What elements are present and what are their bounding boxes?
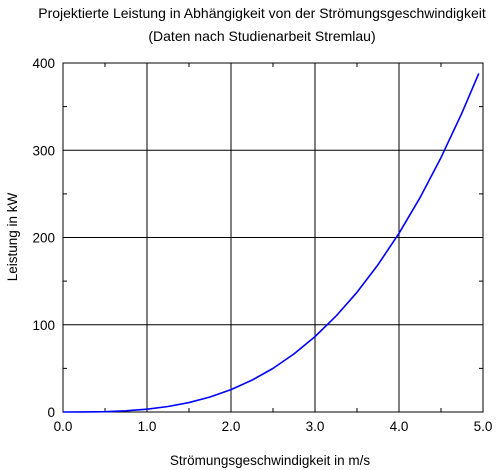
y-tick-label: 400 xyxy=(32,56,55,71)
y-tick-label: 300 xyxy=(32,143,55,158)
grid-lines xyxy=(63,63,483,412)
y-tick-labels: 0 100 200 300 400 xyxy=(32,56,55,420)
chart-title: Projektierte Leistung in Abhängigkeit vo… xyxy=(38,5,486,21)
y-tick-label: 0 xyxy=(47,405,55,420)
x-axis-label: Strömungsgeschwindigkeit in m/s xyxy=(170,453,371,468)
y-tick-label: 100 xyxy=(32,318,55,333)
minor-ticks xyxy=(63,63,483,412)
x-tick-label: 2.0 xyxy=(222,419,241,434)
x-tick-label: 5.0 xyxy=(474,419,493,434)
x-tick-labels: 0.0 1.0 2.0 3.0 4.0 5.0 xyxy=(54,419,493,434)
x-tick-label: 1.0 xyxy=(138,419,157,434)
series-group xyxy=(62,73,480,413)
y-tick-label: 200 xyxy=(32,231,55,246)
chart-subtitle: (Daten nach Studienarbeit Stremlau) xyxy=(148,28,375,44)
x-tick-label: 0.0 xyxy=(54,419,73,434)
x-tick-label: 4.0 xyxy=(390,419,409,434)
y-axis-label: Leistung in kW xyxy=(5,192,20,281)
series-line xyxy=(62,73,480,413)
x-tick-label: 3.0 xyxy=(306,419,325,434)
